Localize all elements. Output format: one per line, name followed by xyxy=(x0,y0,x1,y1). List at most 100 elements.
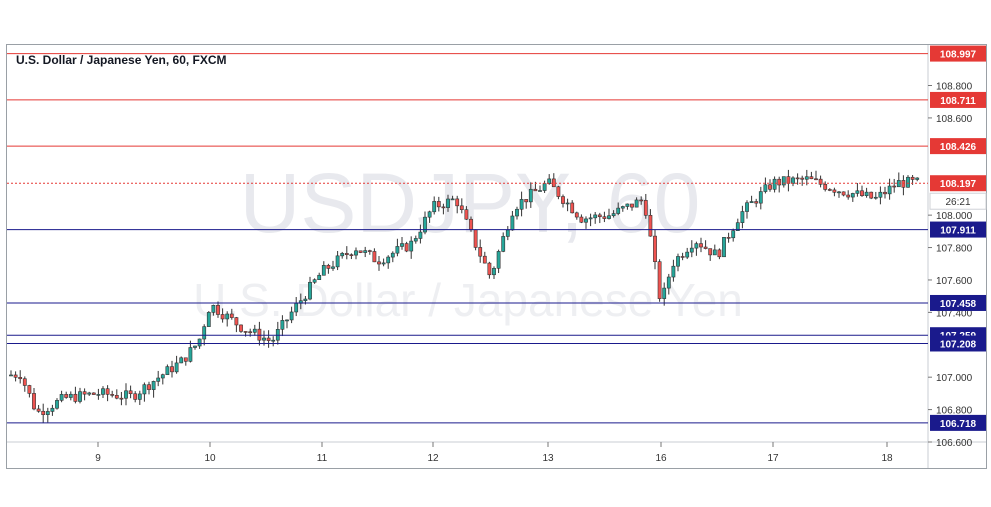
candle-body xyxy=(823,183,828,190)
candle-body xyxy=(229,313,234,318)
candle-body xyxy=(666,276,671,289)
candle-body xyxy=(36,408,41,412)
candle-body xyxy=(335,255,340,268)
candle-body xyxy=(487,262,492,276)
support-level-label: 107.458 xyxy=(940,299,977,310)
candle-body xyxy=(372,251,377,263)
candle-body xyxy=(409,240,414,252)
candle-body xyxy=(653,235,657,262)
candle-body xyxy=(873,196,878,199)
candle-body xyxy=(800,177,805,180)
candle-body xyxy=(59,394,64,401)
y-tick-label: 108.800 xyxy=(936,82,973,93)
candle-body xyxy=(27,385,32,394)
candle-body xyxy=(850,193,855,198)
candle-body xyxy=(584,218,588,223)
candle-body xyxy=(616,207,621,214)
candle-body xyxy=(289,311,294,321)
candle-body xyxy=(418,231,423,239)
candle-body xyxy=(689,247,694,253)
candle-body xyxy=(519,199,524,210)
candle-body xyxy=(528,188,533,203)
candle-body xyxy=(174,362,179,373)
candle-body xyxy=(294,303,299,313)
countdown-label: 26:21 xyxy=(945,197,970,208)
candle-body xyxy=(731,230,736,239)
candle-body xyxy=(561,196,565,204)
candle-body xyxy=(832,189,837,193)
candle-body xyxy=(317,274,322,281)
candle-body xyxy=(119,397,124,400)
current-price-label: 108.197 xyxy=(940,179,977,190)
candle-body xyxy=(630,203,634,208)
candle-body xyxy=(745,202,749,212)
candle-body xyxy=(13,374,18,378)
candle-body xyxy=(906,176,910,188)
candle-body xyxy=(41,410,46,415)
candle-body xyxy=(285,319,289,322)
resistance-level-label-bg xyxy=(930,45,986,62)
candle-body xyxy=(9,374,13,377)
candle-body xyxy=(786,176,791,184)
candle-body xyxy=(579,216,584,223)
resistance-level-label: 108.997 xyxy=(940,50,977,61)
y-tick-label: 107.400 xyxy=(936,308,973,319)
candle-body xyxy=(390,252,395,258)
candle-body xyxy=(68,393,73,398)
candle-body xyxy=(469,218,473,231)
candle-body xyxy=(676,256,680,267)
candle-body xyxy=(96,394,101,396)
candle-body xyxy=(432,201,437,213)
candle-body xyxy=(160,374,165,379)
candle-body xyxy=(883,191,887,195)
candle-body xyxy=(708,248,713,256)
candle-body xyxy=(574,212,579,218)
candle-body xyxy=(326,265,331,269)
candle-body xyxy=(193,345,197,348)
candle-body xyxy=(492,267,496,276)
y-tick-label: 107.800 xyxy=(936,244,973,255)
candle-body xyxy=(749,201,754,204)
candle-body xyxy=(413,238,418,242)
y-tick-label: 108.000 xyxy=(936,211,973,222)
candle-body xyxy=(593,214,598,219)
candle-body xyxy=(243,331,248,333)
candle-body xyxy=(864,191,869,197)
candle-body xyxy=(473,229,478,248)
candle-body xyxy=(740,211,745,223)
y-tick-label: 108.600 xyxy=(936,114,973,125)
candle-body xyxy=(179,357,184,364)
candle-body xyxy=(818,178,823,185)
candle-body xyxy=(639,199,644,202)
candle-body xyxy=(607,215,611,219)
support-level-label-bg xyxy=(930,294,986,311)
candle-body xyxy=(114,395,119,399)
candle-body xyxy=(446,198,450,208)
x-tick-label: 10 xyxy=(204,453,216,464)
candle-body xyxy=(772,178,777,190)
candle-body xyxy=(165,366,170,375)
candle-body xyxy=(45,411,50,415)
candle-body xyxy=(878,191,883,198)
candle-body xyxy=(712,249,717,256)
candle-body xyxy=(887,185,892,195)
resistance-level-label: 108.426 xyxy=(940,142,977,153)
candle-body xyxy=(455,198,460,207)
candle-body xyxy=(381,262,386,265)
candle-body xyxy=(450,198,455,201)
candle-body xyxy=(814,178,818,181)
candle-body xyxy=(128,390,133,395)
candle-body xyxy=(188,347,193,362)
candle-body xyxy=(699,243,703,248)
candle-body xyxy=(703,246,708,249)
candle-body xyxy=(257,328,262,341)
candle-body xyxy=(340,253,345,257)
candle-body xyxy=(722,237,726,258)
candle-body xyxy=(280,320,285,330)
candle-body xyxy=(901,180,906,188)
candle-body xyxy=(197,338,202,347)
candle-body xyxy=(22,378,27,386)
candle-body xyxy=(151,381,156,390)
candle-body xyxy=(147,384,151,390)
